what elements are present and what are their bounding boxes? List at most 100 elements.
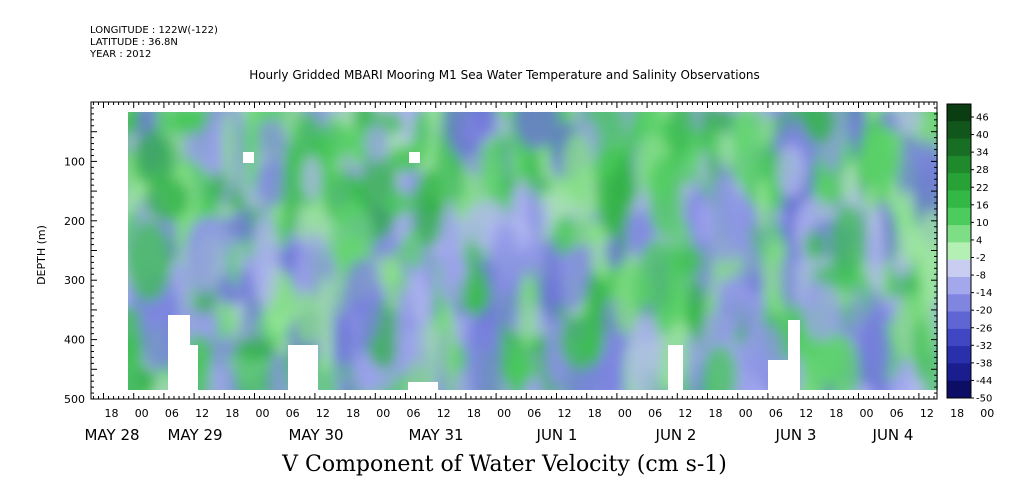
field-patch (865, 285, 886, 385)
x-hour-label: 12 (678, 407, 692, 420)
field-patch (802, 282, 843, 342)
x-hour-label: 12 (195, 407, 209, 420)
colorbar-label: 10 (976, 218, 989, 229)
field-patch (727, 112, 764, 189)
missing-data-region (288, 345, 318, 390)
field-patch (316, 276, 335, 373)
x-hour-label: 00 (618, 407, 632, 420)
colorbar-label: -2 (976, 253, 986, 264)
x-hour-label: 00 (376, 407, 390, 420)
field-patch (411, 112, 432, 160)
field-patch (384, 191, 417, 217)
field-patch (561, 132, 593, 204)
colorbar-label: -20 (976, 306, 992, 317)
x-hour-label: 06 (165, 407, 179, 420)
missing-data-masks (92, 102, 938, 399)
colorbar-segment (947, 225, 971, 243)
field-patch (491, 223, 520, 288)
colorbar-segment (947, 380, 971, 399)
colorbar: 46 40 34 28 22 16 10 4 -2 -8 -14 -20 -26 -32 -38 -44 -50 (946, 103, 992, 405)
colorbar-segment (947, 104, 971, 122)
field-patch (295, 290, 319, 347)
y-tick-label: 500 (64, 393, 85, 406)
field-patch (604, 235, 625, 270)
x-hour-label: 12 (920, 407, 934, 420)
latitude-label: LATITUDE : 36.8N (90, 37, 178, 48)
field-patch (912, 315, 929, 382)
field-patch (861, 125, 902, 190)
field-patch (803, 230, 826, 261)
field-patch (442, 112, 488, 158)
field-patch (281, 144, 300, 237)
colorbar-label: 22 (976, 183, 989, 194)
field-patch (551, 216, 576, 256)
y-tick-label: 100 (64, 155, 85, 168)
field-patch (748, 270, 763, 296)
field-patch (341, 259, 383, 347)
x-hour-label: 00 (980, 407, 994, 420)
field-patch (251, 212, 280, 308)
colorbar-segment (947, 155, 971, 174)
colorbar-label: -44 (976, 376, 992, 387)
field-patch (540, 235, 560, 328)
colorbar-segment (947, 311, 971, 330)
longitude-label: LONGITUDE : 122W(-122) (90, 25, 218, 36)
x-hour-label: 12 (558, 407, 572, 420)
x-hour-label: 00 (860, 407, 874, 420)
field-patch (244, 112, 260, 190)
field-patch (584, 330, 597, 363)
field-patch (673, 246, 704, 278)
colorbar-segment (947, 173, 971, 191)
colorbar-segment (947, 207, 971, 226)
field-patch (479, 138, 501, 194)
chart-title: Hourly Gridded MBARI Mooring M1 Sea Wate… (249, 68, 760, 82)
colorbar-label: 46 (976, 113, 989, 124)
x-hour-label: 18 (588, 407, 602, 420)
missing-data-region (128, 102, 938, 112)
x-hour-label: 18 (105, 407, 119, 420)
field-patch (234, 337, 277, 362)
x-date-label: MAY 29 (167, 426, 222, 444)
x-hour-label: 00 (135, 407, 149, 420)
velocity-field (128, 112, 938, 390)
field-patch (128, 220, 172, 302)
field-patch (776, 144, 807, 198)
colorbar-label: 40 (976, 130, 989, 141)
field-patch (413, 169, 445, 248)
x-date-label: MAY 31 (408, 426, 463, 444)
colorbar-label: 28 (976, 165, 989, 176)
field-patch (466, 311, 480, 390)
x-date-label: MAY 30 (288, 426, 343, 444)
x-hour-label: 18 (346, 407, 360, 420)
field-patch (410, 268, 427, 331)
colorbar-label: -8 (976, 271, 986, 282)
colorbar-frame (946, 103, 972, 399)
x-hour-label: 06 (769, 407, 783, 420)
field-patch (136, 369, 157, 390)
x-hour-label: 12 (799, 407, 813, 420)
year-label: YEAR : 2012 (90, 49, 152, 60)
field-patch (697, 310, 738, 351)
x-date-label: JUN 2 (655, 426, 697, 444)
field-patch (319, 121, 352, 158)
x-hour-label: 18 (225, 407, 239, 420)
colorbar-label: -14 (976, 288, 992, 299)
field-patch (364, 123, 390, 163)
field-patch (144, 177, 190, 222)
colorbar-segment (947, 294, 971, 313)
field-patch (866, 207, 886, 293)
field-patch (394, 292, 414, 379)
field-patch (210, 172, 227, 203)
missing-data-region (788, 320, 800, 390)
x-hour-label: 00 (256, 407, 270, 420)
x-axis: 18 00 06 12 18 00 06 12 18 00 06 12 18 00 06 12 18 00 06 12… (84, 102, 994, 444)
x-hour-label: 06 (286, 407, 300, 420)
colorbar-label: 16 (976, 200, 989, 211)
field-patch (221, 112, 235, 184)
y-tick-label: 200 (64, 215, 85, 228)
x-hour-label: 00 (497, 407, 511, 420)
field-patch (227, 241, 241, 287)
colorbar-segment (947, 138, 971, 157)
x-hour-label: 12 (316, 407, 330, 420)
